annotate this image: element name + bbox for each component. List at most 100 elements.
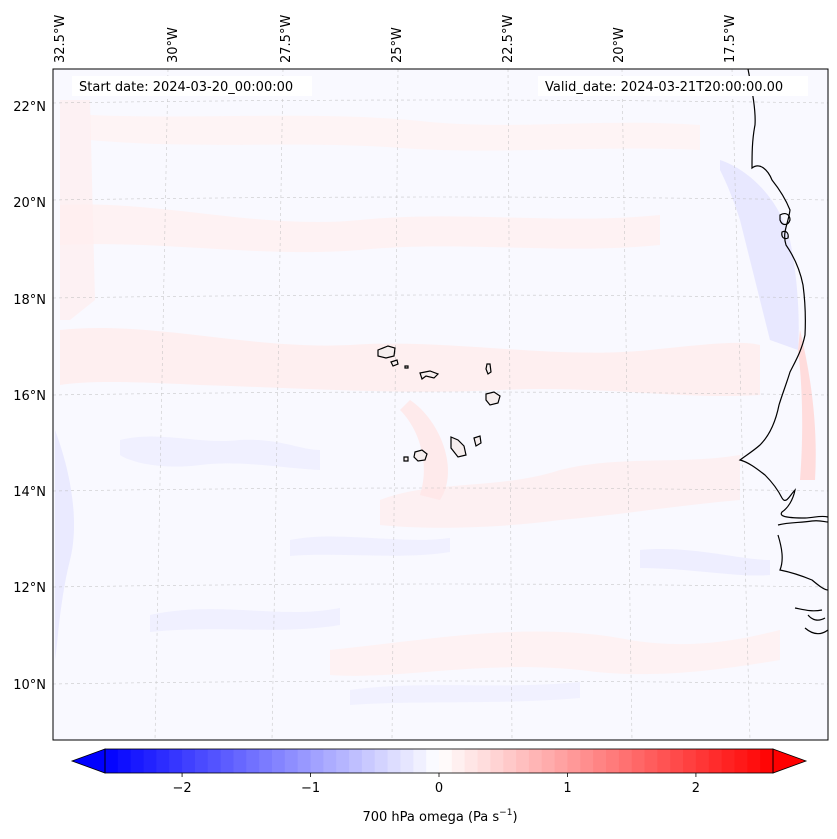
africa-coastline <box>738 69 828 635</box>
lat-label: 16°N <box>13 389 46 404</box>
colorbar-segment <box>310 749 324 773</box>
colorbar-segment <box>233 749 247 773</box>
colorbar-segment <box>323 749 337 773</box>
lon-label: 32.5°W <box>53 15 68 63</box>
colorbar-segment <box>554 749 569 773</box>
parallel-gridline <box>53 583 828 588</box>
colorbar-tick-label: 2 <box>692 781 700 796</box>
valid-date-box <box>538 76 808 96</box>
lon-label: 25°W <box>390 27 405 63</box>
colorbar-segment <box>105 749 119 773</box>
omega-negative-band <box>720 160 799 350</box>
colorbar-segment <box>644 749 658 773</box>
colorbar-segment <box>631 749 646 773</box>
latitude-labels: 22°N 20°N 18°N 16°N 14°N 12°N 10°N <box>13 100 46 693</box>
meridian-gridline <box>507 69 513 740</box>
longitude-labels: 32.5°W 30°W 27.5°W 25°W 22.5°W 20°W 17.5… <box>53 15 738 63</box>
meridian-gridline <box>391 69 399 740</box>
omega-field <box>55 100 816 705</box>
lat-label: 10°N <box>13 678 46 693</box>
colorbar-segment <box>207 749 222 773</box>
colorbar-segment <box>670 749 684 773</box>
lon-label: 17.5°W <box>723 15 738 63</box>
colorbar-segment <box>580 749 594 773</box>
colorbar-segment <box>272 749 286 773</box>
colorbar-segment <box>130 749 145 773</box>
omega-negative-band <box>640 548 770 576</box>
colorbar-segment <box>259 749 273 773</box>
map-frame <box>52 68 829 741</box>
colorbar-segment <box>336 749 350 773</box>
lat-label: 18°N <box>13 293 46 308</box>
parallel-gridline <box>53 391 828 396</box>
colorbar-segment <box>182 749 196 773</box>
colorbar-segment <box>349 749 363 773</box>
colorbar-extend-low <box>70 748 106 774</box>
colorbar-segment <box>361 749 376 773</box>
lat-label: 14°N <box>13 485 46 500</box>
omega-positive-band <box>60 100 95 320</box>
colorbar-segment <box>760 749 774 773</box>
lat-label: 22°N <box>13 100 46 115</box>
colorbar-segment <box>464 749 479 773</box>
island-boa-vista <box>485 391 501 406</box>
omega-positive-band <box>400 400 449 500</box>
colorbar-label: 700 hPa omega (Pa s−1) <box>362 808 517 825</box>
colorbar-tick-label: 0 <box>435 781 443 796</box>
lon-label: 27.5°W <box>279 15 294 63</box>
island-maio <box>473 435 482 447</box>
colorbar-segment <box>169 749 183 773</box>
omega-negative-band <box>120 436 320 470</box>
coastlines <box>738 69 828 635</box>
colorbar-tick-label: −1 <box>301 781 320 796</box>
coast-islands <box>779 213 791 240</box>
colorbar-segment <box>503 749 517 773</box>
colorbar-extend-high <box>772 748 808 774</box>
parallel-gridline <box>53 487 828 492</box>
colorbar-segment <box>400 749 414 773</box>
omega-negative-band <box>350 682 580 705</box>
map-panel: Start date: 2024-03-20_00:00:00 Valid_da… <box>52 68 829 741</box>
island-santiago <box>450 436 467 458</box>
omega-positive-band <box>380 455 740 528</box>
lon-label: 30°W <box>166 27 181 63</box>
colorbar-segment <box>516 749 530 773</box>
colorbar-segment <box>246 749 260 773</box>
colorbar-segment <box>593 749 607 773</box>
colorbar-segment <box>657 749 671 773</box>
colorbar-segment <box>683 749 697 773</box>
parallel-gridline <box>53 680 828 685</box>
omega-positive-band <box>330 630 780 676</box>
lat-label: 20°N <box>13 196 46 211</box>
lat-label: 12°N <box>13 581 46 596</box>
meridian-gridline <box>731 69 751 740</box>
colorbar-segment <box>117 749 132 773</box>
colorbar-segment <box>156 749 170 773</box>
island-sao-vicente <box>390 359 399 367</box>
graticule <box>53 69 828 740</box>
colorbar-tick-label: −2 <box>172 781 191 796</box>
island-fogo <box>413 449 428 462</box>
parallel-gridline <box>53 196 828 201</box>
omega-positive-band <box>60 327 760 397</box>
parallel-gridline <box>53 294 828 299</box>
colorbar-segment <box>606 749 620 773</box>
island-santo-antao <box>377 345 396 359</box>
meridian-gridline <box>154 69 169 740</box>
colorbar-tick-label: 1 <box>563 781 571 796</box>
island-brava <box>403 456 409 462</box>
colorbar-segment <box>284 749 299 773</box>
colorbar-segment <box>528 749 543 773</box>
omega-negative-band <box>55 430 75 660</box>
parallel-gridline <box>53 99 828 104</box>
colorbar-segment <box>374 749 389 773</box>
colorbar-segment <box>451 749 466 773</box>
colorbar-segment <box>220 749 235 773</box>
colorbar-segment <box>734 749 748 773</box>
colorbar-segment <box>477 749 491 773</box>
colorbar-segment <box>695 749 710 773</box>
colorbar-segment <box>721 749 736 773</box>
colorbar-segment <box>426 749 440 773</box>
island-sal <box>485 363 492 375</box>
